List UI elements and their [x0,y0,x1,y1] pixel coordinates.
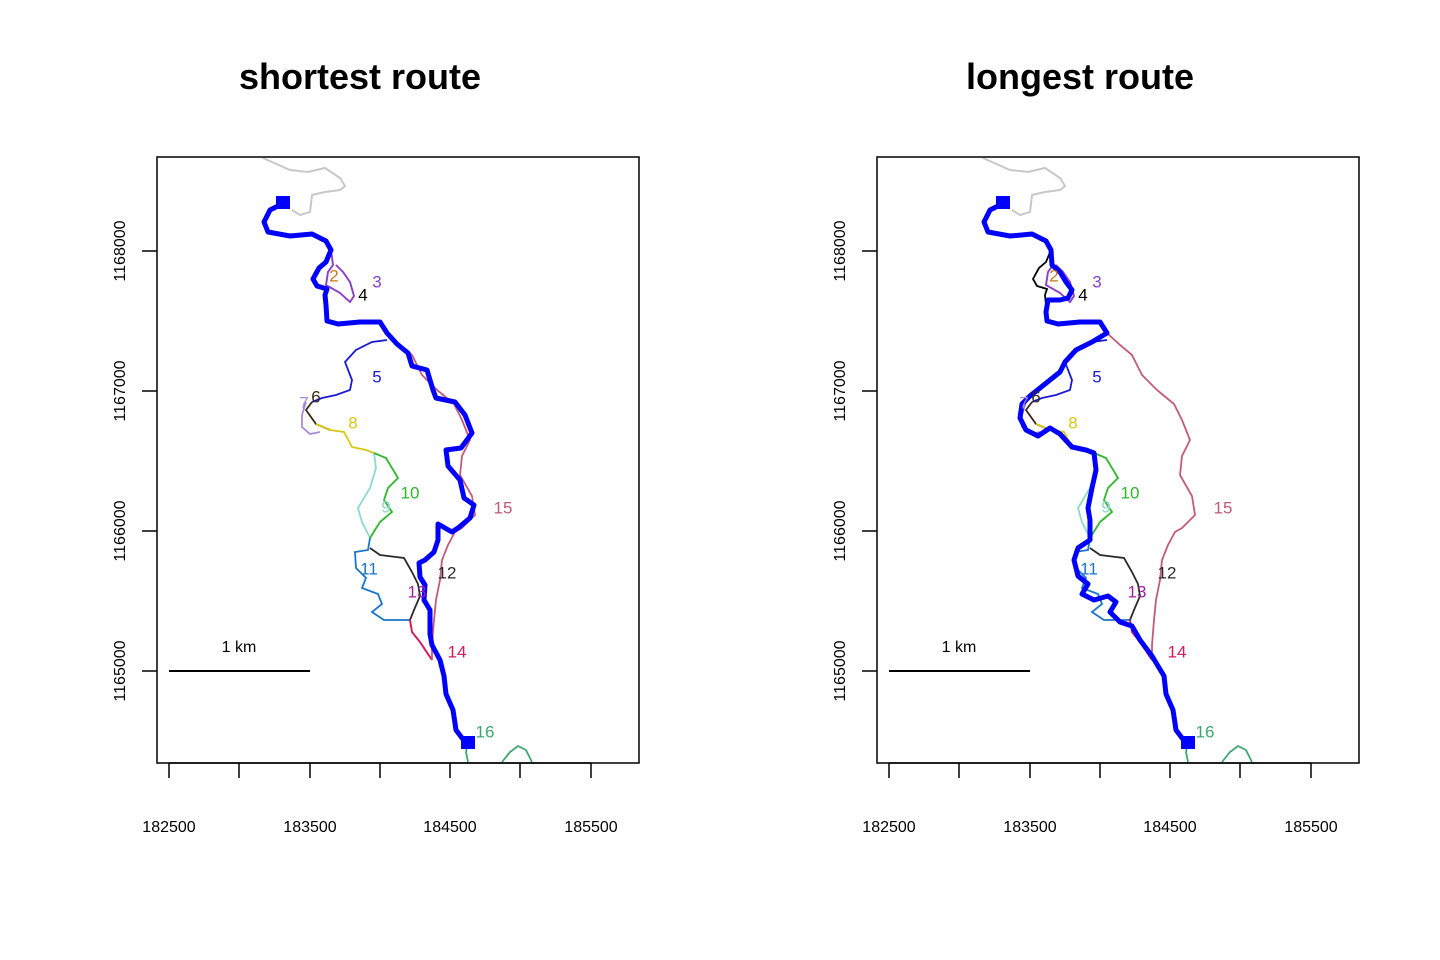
segment-label-7: 7 [1019,393,1028,412]
plot-frame [876,156,1360,764]
route-end-marker [1181,736,1195,749]
segment-label-2: 2 [329,266,338,285]
scale-bar-label: 1 km [222,639,257,656]
segment-label-3: 3 [1092,272,1101,291]
segment-label-10: 10 [401,483,420,502]
segment-label-7: 7 [299,393,308,412]
x-tick-label: 183500 [1003,819,1056,836]
segment-label-5: 5 [372,367,381,386]
x-tick-label: 185500 [1284,819,1337,836]
river-upstream-line [262,157,347,217]
route-end-marker [461,736,475,749]
y-tick-label: 1167000 [112,360,129,421]
segment-label-10: 10 [1121,483,1140,502]
segment-label-16: 16 [476,722,495,741]
map-longest-route: 2 34 5 67 8 9 10 11 12 13 14 15 16 182500 183500 184500… [832,156,1360,836]
segment-label-15: 15 [494,498,513,517]
route-line [261,200,477,745]
segment-label-16: 16 [1196,722,1215,741]
panel-title: longest route [965,56,1194,97]
segment-line-11 [354,537,410,621]
segment-label-11: 11 [1080,559,1098,578]
segment-line-16 [1221,744,1253,763]
segment-label-9: 9 [1101,497,1110,516]
segment-line-10 [1089,452,1120,539]
map-shortest-route: 2 34 5 67 8 9 10 11 12 13 14 15 16 182500 183500 184500… [112,156,640,836]
segment-line-8 [315,423,375,454]
segment-label-11: 11 [360,559,378,578]
segment-label-6: 6 [1031,387,1040,406]
y-tick-label: 1165000 [832,640,849,701]
y-tick-label: 1168000 [112,220,129,281]
segment-line-9 [357,452,377,539]
segment-label-8: 8 [1068,413,1077,432]
segment-line-16 [501,744,533,763]
segment-label-13: 13 [1128,582,1147,601]
segment-label-12: 12 [1158,563,1177,582]
y-tick-label: 1167000 [832,360,849,421]
segment-line-14 [409,619,433,661]
x-tick-label: 182500 [862,819,915,836]
segment-line-15 [386,332,476,660]
segment-line-3 [325,249,355,304]
segment-label-14: 14 [448,642,467,661]
x-tick-label: 184500 [1143,819,1196,836]
segment-label-15: 15 [1214,498,1233,517]
segment-label-13: 13 [408,582,427,601]
segment-label-14: 14 [1168,642,1187,661]
river-upstream-line [982,157,1067,217]
x-tick-label: 185500 [564,819,617,836]
y-tick-label: 1166000 [112,500,129,561]
panel-longest: longest route 2 3 4 5 6 7 8 9 10 11 12 13 14 15 16 1825… [720,0,1440,960]
route-line [981,200,1191,745]
x-tick-label: 184500 [423,819,476,836]
segment-label-3: 3 [372,272,381,291]
segment-label-2: 2 [1049,266,1058,285]
segment-label-6: 6 [311,387,320,406]
y-tick-label: 1165000 [112,640,129,701]
segment-line-5 [311,339,388,403]
panel-title: shortest route [238,56,482,97]
x-tick-label: 182500 [142,819,195,836]
segment-label-5: 5 [1092,367,1101,386]
segment-line-10 [369,452,400,539]
route-start-marker [276,196,290,209]
segment-label-4: 4 [358,285,367,304]
scale-bar-label: 1 km [942,639,977,656]
segment-line-12 [1089,547,1141,621]
plot-frame [156,156,640,764]
segment-label-9: 9 [381,497,390,516]
x-tick-label: 183500 [283,819,336,836]
y-tick-label: 1166000 [832,500,849,561]
segment-line-7 [301,401,321,435]
segment-label-8: 8 [348,413,357,432]
segment-label-4: 4 [1078,285,1087,304]
segment-line-15 [1106,332,1196,660]
segment-label-12: 12 [438,563,457,582]
y-tick-label: 1168000 [832,220,849,281]
panel-shortest: shortest route 2 3 4 5 6 7 8 9 10 11 12 13 14 15 16 182… [112,56,640,836]
route-start-marker [996,196,1010,209]
segment-line-12 [369,547,421,621]
